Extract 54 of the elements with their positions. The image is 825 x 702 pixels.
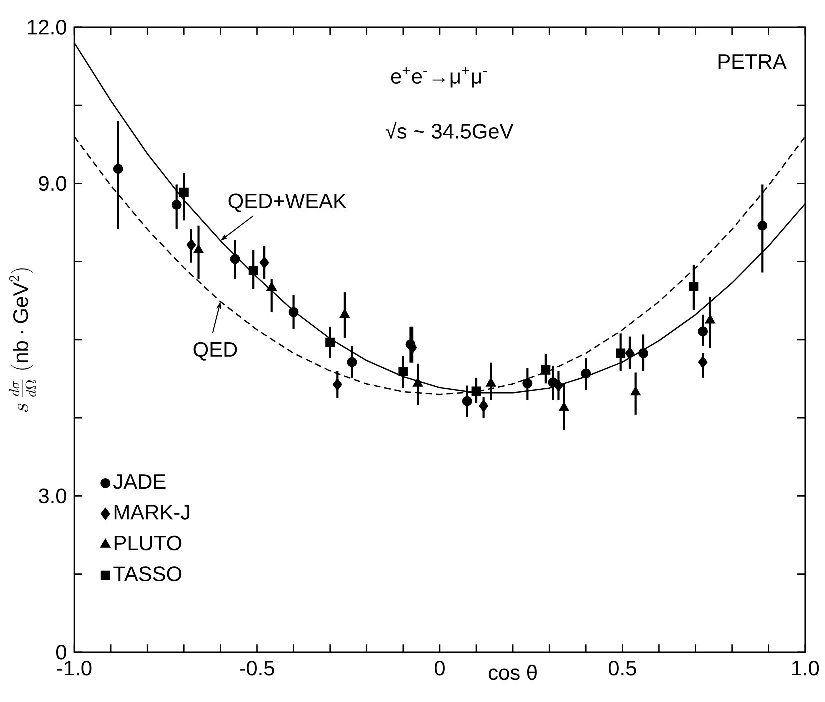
legend-label: MARK-J [114,505,190,520]
point [340,308,350,318]
legend-label: JADE [114,474,166,490]
point [689,282,699,292]
x-tick-label: 0.5 [608,660,636,676]
point [616,348,626,358]
point [522,378,533,389]
point [479,400,489,412]
point [462,396,472,406]
y-tick-label: 12.0 [28,20,66,35]
point [113,164,124,174]
point [230,254,240,264]
annotation: QED [194,342,238,361]
point [398,366,408,376]
point [472,386,482,396]
annotation: PETRA [718,54,787,69]
point [486,378,496,387]
legend-label: TASSO [114,566,182,582]
point [332,378,342,391]
point [412,378,424,387]
x-tick-label: -1.0 [57,660,92,676]
point [347,357,358,368]
point [558,402,570,412]
legend-label: PLUTO [114,536,182,551]
x-tick-label: -0.5 [240,660,274,676]
y-tick-label: 3.0 [39,488,66,504]
point [705,314,716,324]
point [638,348,648,358]
x-tick-label: 0 [434,660,445,676]
point [248,266,258,276]
point [179,188,189,198]
y-tick-label: 9.0 [39,176,66,192]
point [554,379,564,392]
point [625,347,635,360]
point [172,200,182,210]
annotation: √s ~ 34.5GeV [386,122,514,139]
point [260,256,270,270]
y-tick-label: 0 [56,644,66,660]
point [266,282,278,291]
x-tick-label: 1.0 [792,660,820,676]
point [630,386,642,396]
annotation: e$^{+}$e$^{-}$→μ$^{+}$μ$^{-}$ [391,67,487,88]
point [698,326,708,337]
point [288,307,299,318]
annotation: QED+WEAK [228,194,347,212]
point [194,244,204,254]
y-axis-title: $s\,\frac{d\sigma}{d\Omega}\;(\mathrm{nb}\cdot\mathrm{GeV}^{2})$ [9,268,36,412]
point [186,238,196,252]
point [541,365,551,375]
point [698,356,708,369]
point [326,338,336,348]
point [758,220,768,231]
x-axis-title: cos θ [488,664,537,680]
point [581,368,592,379]
